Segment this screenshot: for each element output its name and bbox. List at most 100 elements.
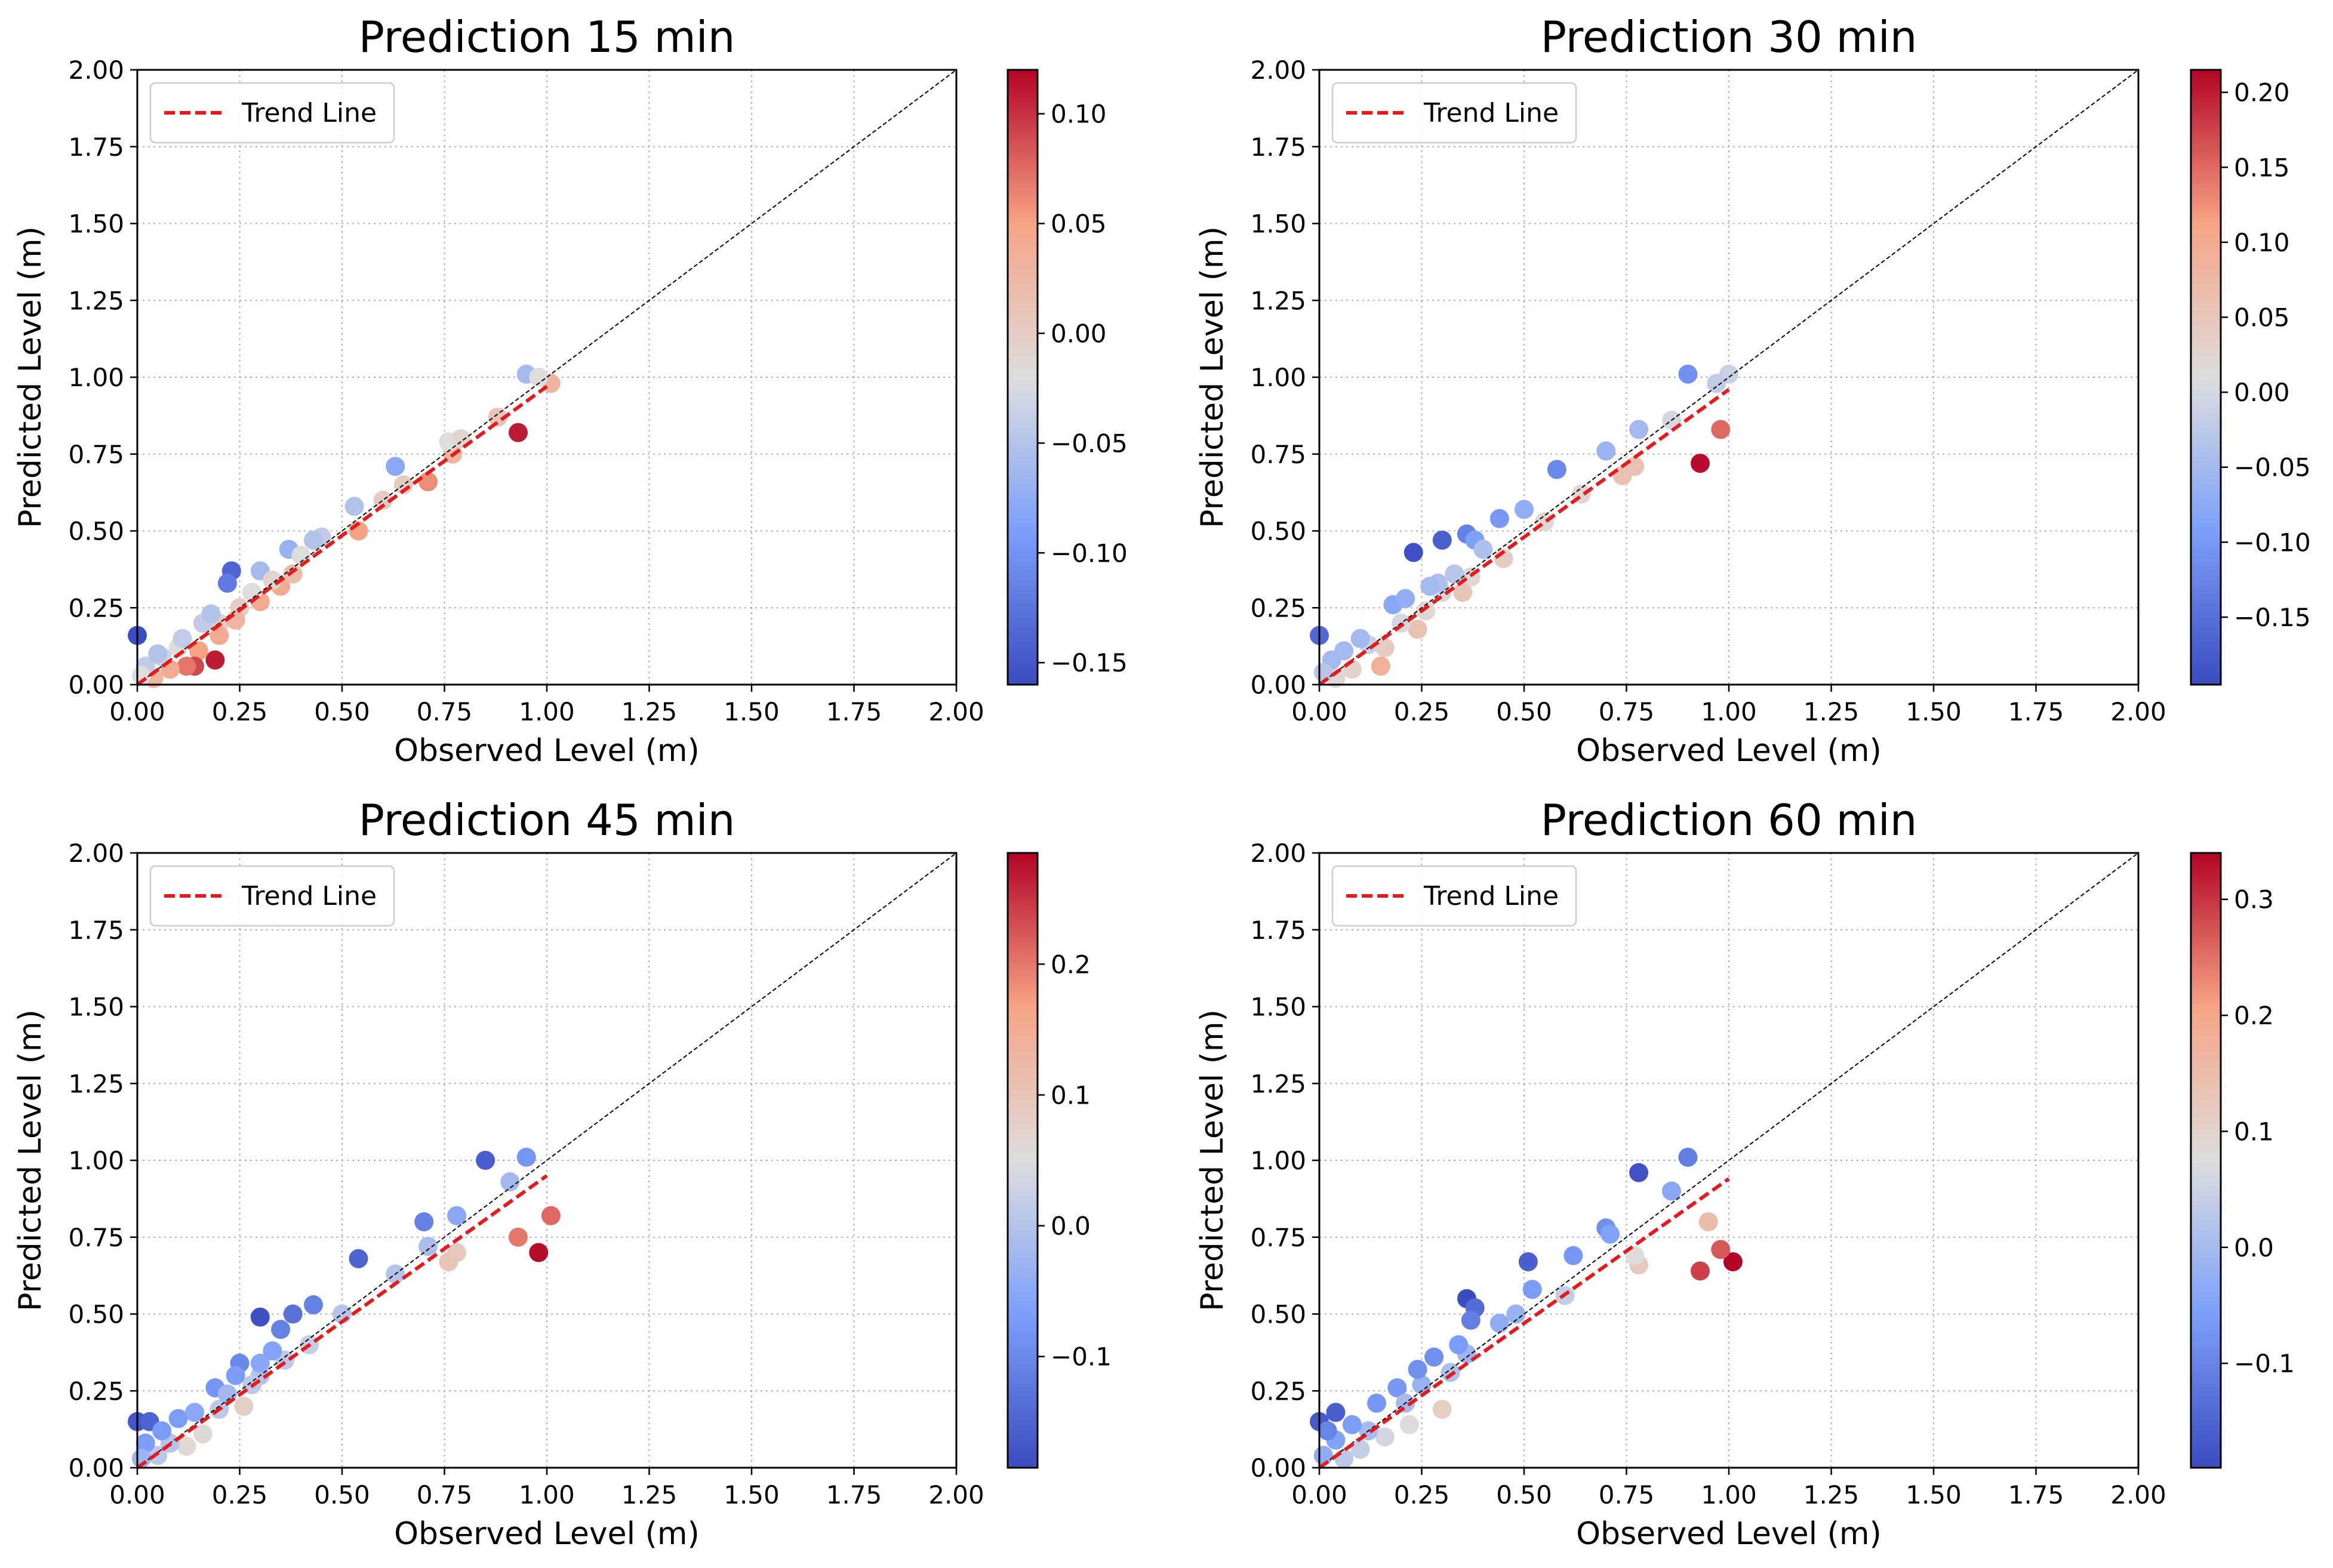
x-tick-label: 1.00 — [1701, 697, 1757, 726]
y-axis-label: Predicted Level (m) — [13, 226, 48, 528]
trend-line — [136, 385, 548, 686]
y-tick-label: 1.00 — [68, 363, 124, 392]
data-point — [1629, 1163, 1649, 1182]
data-point — [1408, 1360, 1427, 1379]
colorbar-tick-label: −0.10 — [2234, 528, 2311, 557]
chart-title: Prediction 60 min — [1541, 795, 1918, 845]
y-axis-label: Predicted Level (m) — [1195, 226, 1230, 528]
y-axis-label: Predicted Level (m) — [1195, 1009, 1230, 1311]
legend-box — [1331, 865, 1577, 927]
data-point — [1408, 620, 1427, 639]
data-point — [193, 1424, 213, 1444]
colorbar-tick-label: −0.15 — [2234, 603, 2311, 632]
chart-panel-2: 0.00 0.25 0.50 0.75 1.00 1.25 1.50 1.75 2.00 0.00… — [1195, 12, 2311, 769]
legend: Trend Line — [149, 865, 395, 927]
x-tick-label: 0.00 — [109, 1480, 165, 1510]
x-tick-label: 0.50 — [1496, 697, 1552, 726]
data-point — [1711, 420, 1731, 439]
colorbar-tick-label: 0.0 — [1051, 1212, 1091, 1241]
colorbar-tick-label: 0.15 — [2234, 153, 2290, 182]
colorbar-tick-label: 0.00 — [1051, 319, 1107, 348]
data-point — [414, 1212, 434, 1231]
y-tick-label: 1.50 — [68, 210, 124, 239]
y-tick-label: 1.00 — [68, 1146, 124, 1175]
x-tick-label: 1.50 — [1906, 697, 1962, 726]
y-tick-label: 1.25 — [1250, 1069, 1306, 1098]
colorbar-tick-label: 0.0 — [2234, 1233, 2274, 1262]
data-point — [263, 1341, 282, 1361]
data-point — [1424, 1347, 1444, 1367]
y-tick-label: 2.00 — [68, 56, 124, 85]
chart-title: Prediction 30 min — [1541, 12, 1918, 62]
data-point — [508, 1227, 528, 1247]
x-tick-label: 0.75 — [417, 697, 473, 726]
x-tick-label: 1.25 — [1803, 697, 1860, 726]
y-tick-label: 0.50 — [1250, 517, 1306, 546]
colorbar-tick-label: 0.05 — [2234, 303, 2290, 332]
legend: Trend Line — [1331, 865, 1577, 927]
data-point — [1547, 460, 1566, 479]
colorbar — [2190, 69, 2222, 686]
data-point — [1489, 509, 1509, 528]
x-axis-label: Observed Level (m) — [1576, 1516, 1882, 1552]
legend-box — [149, 82, 395, 144]
legend: Trend Line — [1331, 82, 1577, 144]
data-point — [1396, 589, 1415, 608]
x-tick-label: 1.00 — [519, 697, 575, 726]
legend-label: Trend Line — [241, 98, 377, 128]
colorbar-tick-label: −0.1 — [2234, 1349, 2295, 1378]
x-tick-label: 0.25 — [212, 1480, 268, 1510]
data-point — [1629, 420, 1649, 439]
colorbar-tick-label: 0.10 — [2234, 228, 2290, 257]
y-tick-label: 1.00 — [1250, 1146, 1306, 1175]
data-point — [1334, 1449, 1354, 1468]
y-tick-label: 1.50 — [1250, 210, 1306, 239]
colorbar-tick-label: 0.2 — [2234, 1001, 2274, 1030]
y-tick-label: 0.25 — [1250, 593, 1306, 623]
x-tick-label: 2.00 — [928, 697, 984, 726]
data-point — [283, 1304, 303, 1324]
data-point — [136, 1433, 155, 1453]
x-tick-label: 0.25 — [212, 697, 268, 726]
y-tick-label: 2.00 — [1250, 839, 1306, 868]
data-point — [1461, 1310, 1481, 1330]
y-tick-label: 1.75 — [68, 133, 124, 162]
data-point — [303, 530, 323, 550]
data-point — [1698, 1212, 1718, 1231]
data-point — [1387, 1378, 1407, 1398]
data-point — [488, 407, 507, 427]
data-point — [1375, 638, 1395, 658]
x-axis-label: Observed Level (m) — [394, 733, 700, 769]
colorbar — [1007, 69, 1039, 686]
data-point — [1711, 1240, 1731, 1259]
data-point — [386, 457, 405, 476]
data-point — [1489, 1313, 1509, 1333]
data-point — [1371, 657, 1390, 676]
data-point — [148, 1446, 168, 1465]
x-tick-label: 0.00 — [1291, 1480, 1347, 1510]
colorbar — [1007, 852, 1039, 1469]
x-tick-label: 0.50 — [314, 1480, 370, 1510]
x-tick-label: 1.75 — [826, 1480, 882, 1510]
legend-label: Trend Line — [241, 881, 377, 911]
y-tick-label: 0.75 — [68, 1223, 124, 1252]
data-point — [1412, 1375, 1432, 1394]
x-tick-label: 1.50 — [724, 1480, 780, 1510]
data-point — [1563, 1246, 1583, 1265]
y-tick-label: 0.25 — [1250, 1376, 1306, 1406]
colorbar-tick-label: −0.05 — [2234, 453, 2311, 482]
x-tick-label: 0.75 — [1599, 1480, 1655, 1510]
x-tick-label: 2.00 — [2110, 697, 2166, 726]
colorbar-tick-label: −0.10 — [1051, 538, 1128, 568]
y-tick-label: 1.75 — [1250, 133, 1306, 162]
x-tick-label: 0.75 — [1599, 697, 1655, 726]
x-tick-label: 1.25 — [1803, 1480, 1860, 1510]
data-point — [1723, 1252, 1743, 1271]
data-point — [1515, 500, 1534, 519]
x-tick-label: 1.00 — [1701, 1480, 1757, 1510]
colorbar-tick-label: 0.1 — [1051, 1080, 1091, 1110]
data-point — [1441, 1363, 1460, 1382]
data-point — [1453, 583, 1473, 602]
y-tick-label: 1.75 — [1250, 916, 1306, 945]
